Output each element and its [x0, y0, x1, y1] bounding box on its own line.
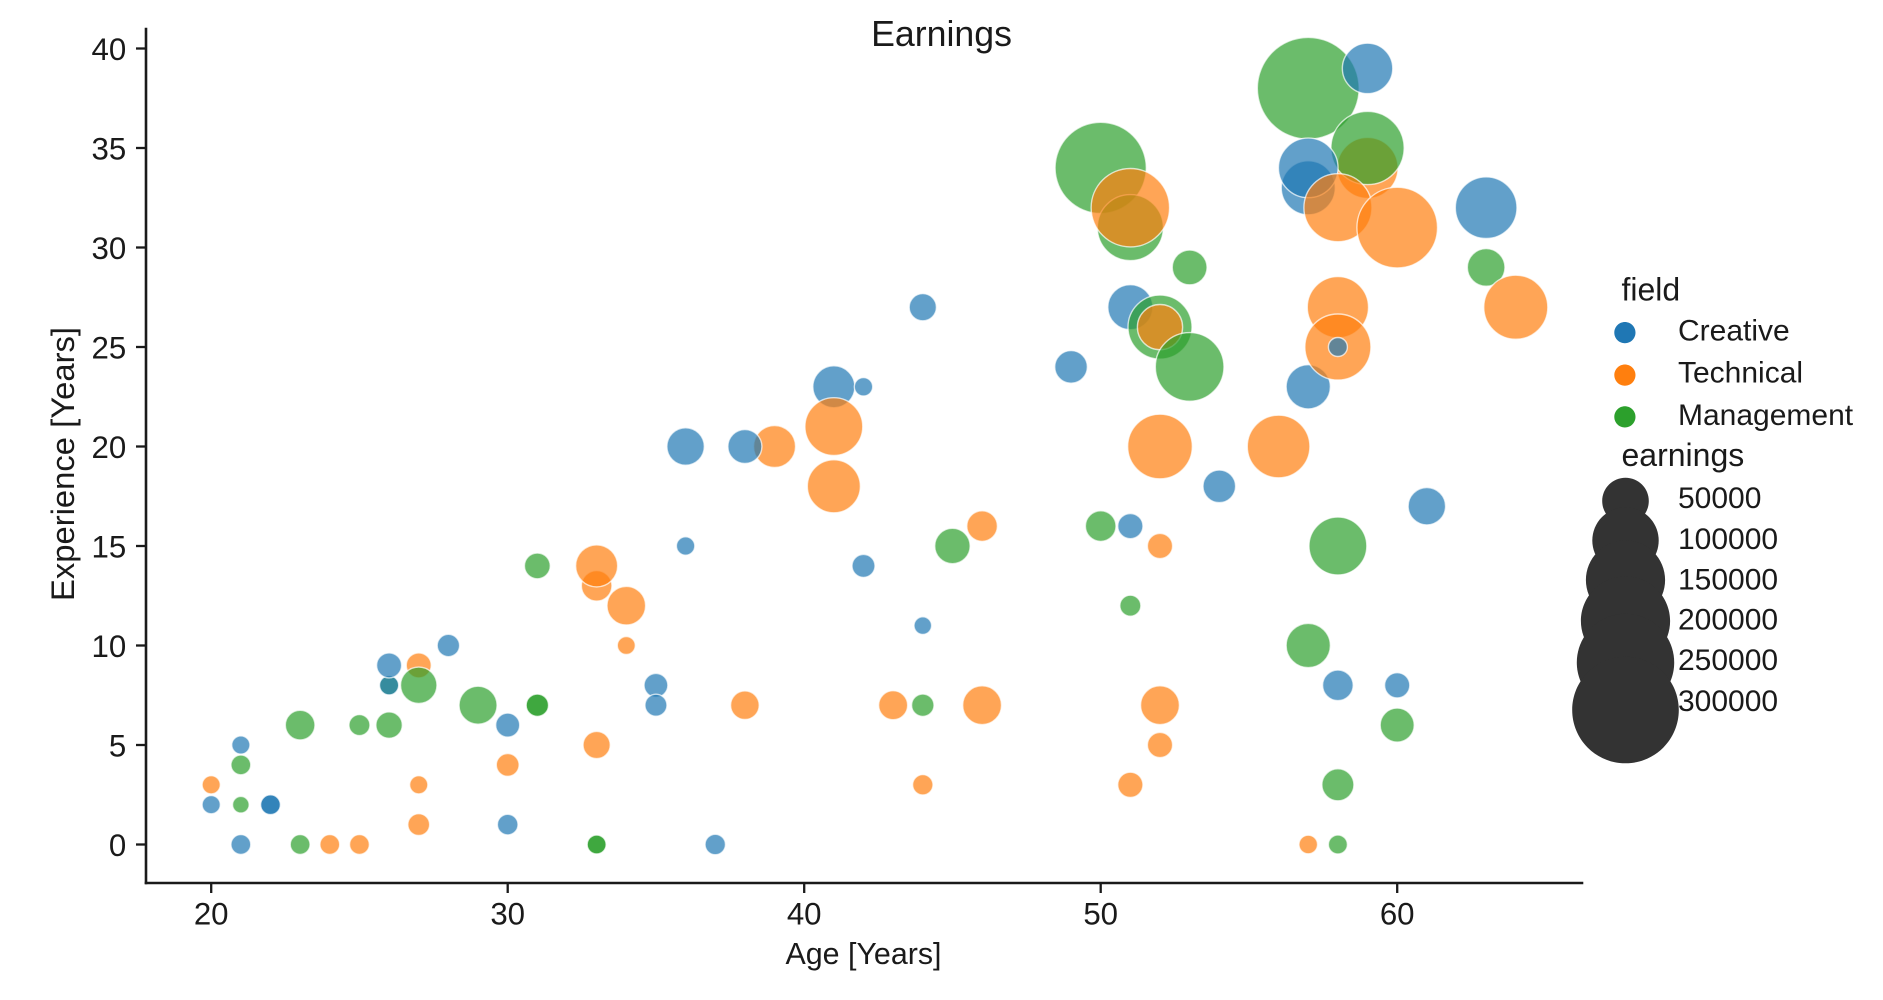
- svg-text:Age [Years]: Age [Years]: [785, 937, 941, 971]
- svg-text:30: 30: [490, 897, 525, 932]
- svg-text:40: 40: [787, 897, 822, 932]
- svg-text:200000: 200000: [1678, 604, 1778, 637]
- svg-text:Technical: Technical: [1678, 357, 1803, 390]
- svg-text:Management: Management: [1678, 399, 1854, 432]
- svg-text:40: 40: [92, 32, 127, 67]
- svg-text:35: 35: [92, 131, 127, 166]
- svg-text:20: 20: [194, 897, 229, 932]
- svg-text:10: 10: [92, 629, 127, 664]
- svg-text:250000: 250000: [1678, 644, 1778, 677]
- svg-text:25: 25: [92, 330, 127, 365]
- svg-text:Experience [Years]: Experience [Years]: [44, 327, 81, 601]
- svg-text:Earnings: Earnings: [871, 14, 1012, 54]
- svg-text:50000: 50000: [1678, 482, 1761, 515]
- svg-text:150000: 150000: [1678, 563, 1778, 596]
- svg-text:earnings: earnings: [1622, 437, 1745, 473]
- svg-text:60: 60: [1380, 897, 1415, 932]
- svg-text:300000: 300000: [1678, 685, 1778, 718]
- svg-text:Creative: Creative: [1678, 315, 1790, 348]
- svg-text:0: 0: [109, 828, 126, 863]
- svg-text:20: 20: [92, 430, 127, 465]
- svg-text:15: 15: [92, 529, 127, 564]
- svg-text:field: field: [1622, 272, 1681, 308]
- svg-text:50: 50: [1083, 897, 1118, 932]
- svg-text:5: 5: [109, 728, 126, 763]
- svg-text:30: 30: [92, 231, 127, 266]
- svg-text:100000: 100000: [1678, 523, 1778, 556]
